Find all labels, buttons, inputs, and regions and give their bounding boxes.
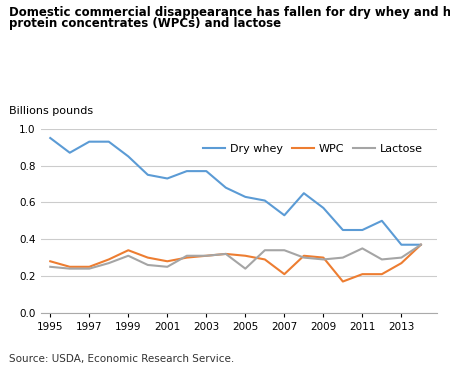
Lactose (223, 252, 229, 256)
Lactose (243, 266, 248, 271)
Dry whey (282, 213, 287, 217)
WPC (379, 272, 385, 276)
WPC (301, 254, 306, 258)
Lactose (203, 254, 209, 258)
WPC (399, 261, 404, 265)
Dry whey (301, 191, 306, 195)
WPC (321, 255, 326, 260)
WPC (418, 243, 423, 247)
Text: Domestic commercial disappearance has fallen for dry whey and has fluctuated for: Domestic commercial disappearance has fa… (9, 6, 450, 18)
Dry whey (145, 173, 150, 177)
Line: WPC: WPC (50, 245, 421, 282)
Dry whey (262, 198, 268, 203)
WPC (203, 254, 209, 258)
Dry whey (67, 151, 72, 155)
WPC (126, 248, 131, 252)
WPC (282, 272, 287, 276)
Dry whey (48, 136, 53, 140)
Lactose (379, 257, 385, 262)
Lactose (145, 263, 150, 267)
Dry whey (340, 228, 346, 232)
Dry whey (360, 228, 365, 232)
Lactose (321, 257, 326, 262)
WPC (262, 257, 268, 262)
Lactose (360, 246, 365, 251)
Lactose (282, 248, 287, 252)
Text: Source: USDA, Economic Research Service.: Source: USDA, Economic Research Service. (9, 354, 234, 364)
WPC (165, 259, 170, 263)
Lactose (48, 265, 53, 269)
WPC (67, 265, 72, 269)
Lactose (184, 254, 189, 258)
Dry whey (399, 243, 404, 247)
Lactose (301, 255, 306, 260)
Dry whey (243, 195, 248, 199)
Text: protein concentrates (WPCs) and lactose: protein concentrates (WPCs) and lactose (9, 17, 281, 29)
WPC (145, 255, 150, 260)
Lactose (106, 261, 112, 265)
Dry whey (379, 219, 385, 223)
Lactose (86, 266, 92, 271)
WPC (223, 252, 229, 256)
Lactose (126, 254, 131, 258)
Line: Lactose: Lactose (50, 245, 421, 269)
Line: Dry whey: Dry whey (50, 138, 421, 245)
Lactose (67, 266, 72, 271)
Dry whey (184, 169, 189, 173)
WPC (243, 254, 248, 258)
Dry whey (418, 243, 423, 247)
Dry whey (223, 185, 229, 190)
Text: Billions pounds: Billions pounds (9, 106, 93, 116)
Dry whey (126, 154, 131, 159)
WPC (106, 257, 112, 262)
Lactose (262, 248, 268, 252)
Lactose (399, 255, 404, 260)
WPC (86, 265, 92, 269)
Legend: Dry whey, WPC, Lactose: Dry whey, WPC, Lactose (199, 140, 427, 159)
WPC (340, 279, 346, 284)
Dry whey (106, 139, 112, 144)
Lactose (165, 265, 170, 269)
WPC (184, 255, 189, 260)
Lactose (340, 255, 346, 260)
Dry whey (203, 169, 209, 173)
Dry whey (321, 206, 326, 210)
WPC (360, 272, 365, 276)
WPC (48, 259, 53, 263)
Dry whey (86, 139, 92, 144)
Lactose (418, 243, 423, 247)
Dry whey (165, 176, 170, 181)
